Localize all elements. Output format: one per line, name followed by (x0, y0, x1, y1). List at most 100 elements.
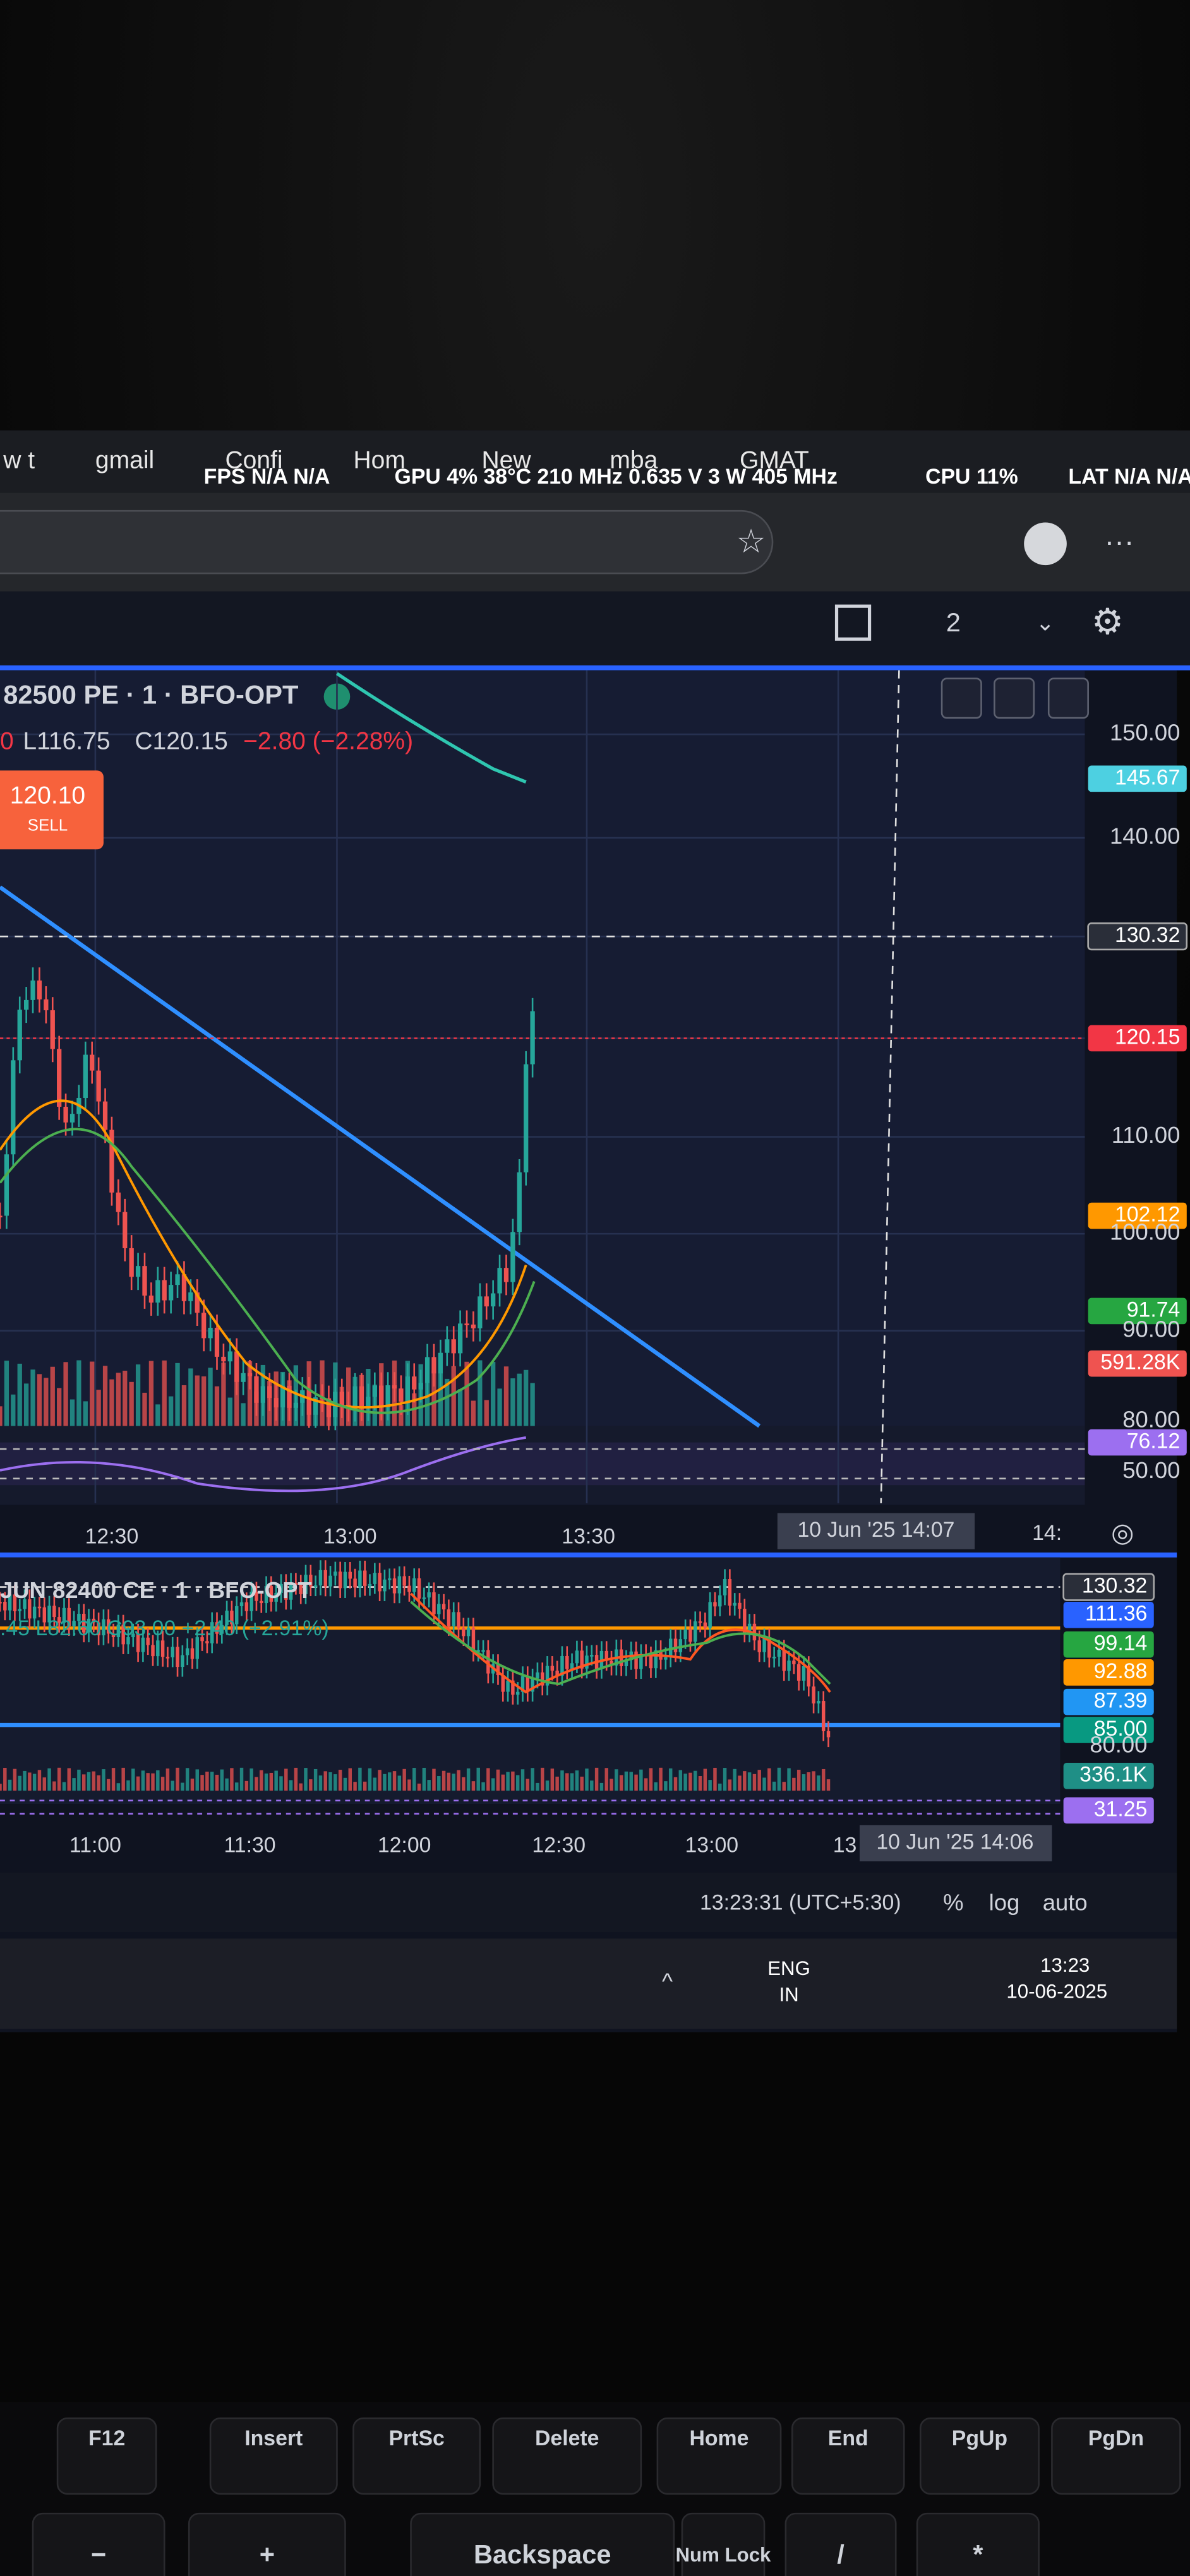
volume-bar (195, 1375, 200, 1426)
more-icon[interactable]: ··· (1105, 525, 1134, 558)
volume-bar (545, 1780, 550, 1791)
bookmark[interactable]: mba (610, 446, 658, 474)
candle (205, 1641, 209, 1643)
chart2-pane (0, 1557, 1061, 1804)
volume-bar (123, 1371, 128, 1426)
key[interactable] (492, 2417, 642, 2495)
key-label[interactable]: * (973, 2539, 983, 2569)
sell-button[interactable] (0, 770, 104, 850)
volume-bar (326, 1398, 332, 1426)
star-icon[interactable]: ☆ (736, 523, 766, 560)
key-label[interactable]: Delete (535, 2426, 599, 2450)
key[interactable] (916, 2512, 1040, 2576)
key[interactable] (656, 2417, 782, 2495)
key-label[interactable]: End (828, 2426, 868, 2450)
candle (694, 1621, 697, 1642)
volume-bar (378, 1770, 382, 1791)
candle (540, 1672, 544, 1686)
layout-icon[interactable] (834, 604, 872, 641)
bookmark[interactable]: gmail (95, 446, 154, 474)
candle (397, 1576, 402, 1594)
candle (116, 1625, 121, 1637)
key[interactable] (32, 2512, 165, 2576)
candle (363, 1570, 367, 1586)
log-toggle[interactable]: log (989, 1889, 1020, 1915)
price-label-box (1088, 1025, 1187, 1052)
bookmark[interactable]: w t (3, 446, 35, 474)
key-label[interactable]: PgUp (952, 2426, 1007, 2450)
address-bar[interactable] (0, 510, 774, 575)
layout-count[interactable]: 2 (946, 607, 961, 637)
pane-button[interactable] (1047, 677, 1089, 719)
dropdown-icon[interactable]: ⌄ (1035, 609, 1055, 635)
key-label[interactable]: + (260, 2539, 275, 2569)
candle (148, 1296, 154, 1303)
settings-icon[interactable]: ⚙ (1091, 602, 1124, 642)
bookmark[interactable]: Hom (353, 446, 405, 474)
key-label[interactable]: Backspace (474, 2539, 611, 2569)
volume-bar (520, 1769, 525, 1791)
key-label[interactable]: PrtSc (388, 2426, 444, 2450)
key[interactable] (1051, 2417, 1181, 2495)
sell-price[interactable]: 120.10 (10, 782, 85, 809)
lang[interactable]: ENG (767, 1957, 810, 1979)
volume-bar (387, 1772, 392, 1791)
bookmark[interactable]: GMAT (740, 446, 809, 474)
price-label-box (1088, 1202, 1187, 1229)
candle (135, 1266, 141, 1277)
candle (77, 1613, 81, 1621)
key[interactable] (791, 2417, 905, 2495)
volume-bar (654, 1782, 658, 1791)
profile-icon[interactable] (1024, 522, 1067, 566)
sell-label[interactable]: SELL (28, 816, 68, 835)
key[interactable] (209, 2417, 338, 2495)
bookmark[interactable]: Confi (225, 446, 283, 474)
key-label[interactable]: Insert (244, 2426, 303, 2450)
candle (190, 1648, 195, 1659)
candle (141, 1637, 145, 1652)
settings-icon[interactable]: ◎ (1111, 1517, 1134, 1547)
key-label[interactable]: PgDn (1088, 2426, 1144, 2450)
price-label: 145.67 (1115, 765, 1180, 789)
price-label: 150.00 (1110, 720, 1180, 746)
volume-bar (136, 1776, 140, 1791)
key-label[interactable]: Home (689, 2426, 748, 2450)
key[interactable] (352, 2417, 481, 2495)
region[interactable]: IN (779, 1984, 798, 2006)
bookmark[interactable]: New (481, 446, 531, 474)
key[interactable] (784, 2512, 897, 2576)
price-label: 87.39 (1094, 1689, 1148, 1713)
date[interactable]: 10-06-2025 (1006, 1981, 1107, 2003)
candle (796, 1664, 801, 1681)
key-label[interactable]: − (91, 2539, 106, 2569)
time[interactable]: 13:23 (1040, 1954, 1090, 1976)
candle (162, 1280, 167, 1301)
auto-toggle[interactable]: auto (1043, 1889, 1088, 1915)
volume-bar (624, 1771, 628, 1791)
volume-bar (293, 1365, 299, 1426)
key-label[interactable]: / (837, 2539, 844, 2569)
pane-button[interactable] (941, 677, 982, 719)
key[interactable] (681, 2512, 766, 2576)
key[interactable] (410, 2512, 675, 2576)
volume-bar (273, 1371, 279, 1426)
volume-bar (447, 1772, 451, 1791)
x-tick-label: 13 (833, 1834, 857, 1857)
volume-bar (762, 1777, 766, 1791)
volume-bar (471, 1400, 476, 1426)
price-label: 50.00 (1122, 1457, 1180, 1483)
candle (747, 1623, 752, 1633)
volume-bar (215, 1774, 219, 1791)
key[interactable] (56, 2417, 157, 2495)
key-label[interactable]: F12 (88, 2426, 125, 2450)
key[interactable] (919, 2417, 1040, 2495)
key-label[interactable]: Num Lock (676, 2544, 772, 2566)
volume-bar (304, 1768, 308, 1791)
candle (129, 1248, 134, 1277)
key[interactable] (188, 2512, 346, 2576)
volume-bar (412, 1768, 416, 1791)
candle (703, 1622, 707, 1628)
pane-button[interactable] (994, 677, 1035, 719)
percent-toggle[interactable]: % (943, 1889, 963, 1915)
tray-arrow[interactable]: ^ (662, 1968, 673, 1994)
